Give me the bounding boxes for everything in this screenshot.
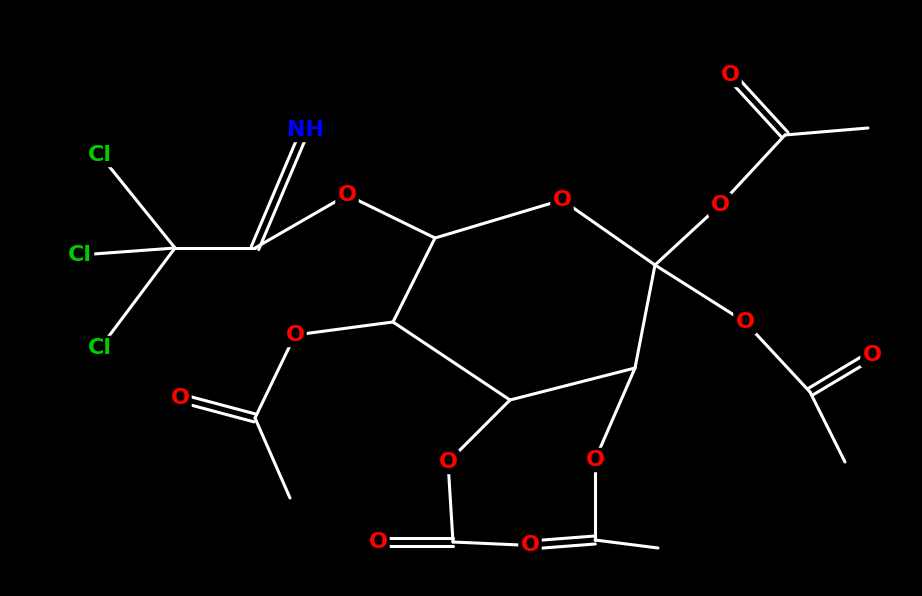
Text: O: O [369,532,387,552]
Text: O: O [439,452,457,472]
Text: O: O [521,535,539,555]
Text: O: O [736,312,754,332]
Text: Cl: Cl [68,245,92,265]
Text: O: O [585,450,605,470]
Text: O: O [862,345,881,365]
Text: O: O [711,195,729,215]
Text: O: O [286,325,304,345]
Text: O: O [337,185,357,205]
Text: O: O [720,65,739,85]
Text: Cl: Cl [88,145,112,165]
Text: O: O [552,190,572,210]
Text: NH: NH [287,120,324,140]
Text: O: O [171,388,190,408]
Text: Cl: Cl [88,338,112,358]
